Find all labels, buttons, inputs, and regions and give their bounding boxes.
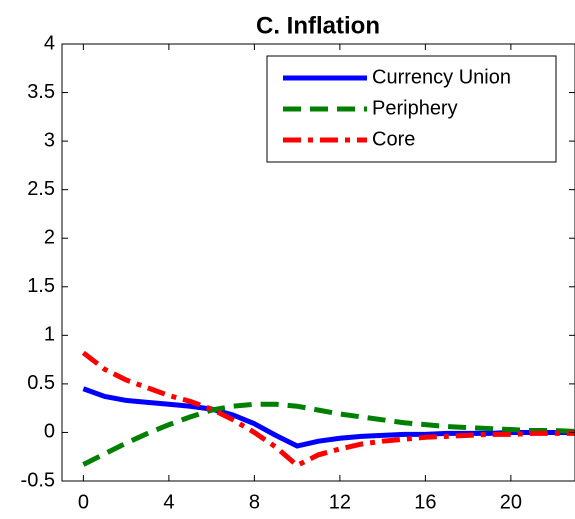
y-tick-label: 3	[44, 129, 55, 151]
x-tick-label: 12	[329, 491, 351, 513]
axes-box	[61, 43, 575, 482]
y-tick-label: 4	[44, 32, 55, 54]
x-tick-label: 0	[78, 491, 89, 513]
y-tick-label: 2	[44, 227, 55, 249]
y-tick-label: 1.5	[27, 275, 55, 297]
y-tick-label: 0.5	[27, 372, 55, 394]
series-line	[82, 401, 575, 467]
y-tick-label: 1	[44, 324, 55, 346]
legend-label: Currency Union	[372, 66, 511, 88]
y-tick-label: 0	[44, 421, 55, 443]
legend-label: Periphery	[372, 97, 458, 119]
legend-label: Core	[372, 128, 415, 150]
y-tick-label: 2.5	[27, 178, 55, 200]
chart-title: C. Inflation	[256, 12, 380, 39]
x-tick-label: 16	[414, 491, 436, 513]
x-tick-label: 8	[249, 491, 260, 513]
x-tick-label: 20	[500, 491, 522, 513]
y-tick-label: -0.5	[21, 469, 55, 491]
y-tick-label: 3.5	[27, 81, 55, 103]
x-tick-label: 4	[163, 491, 174, 513]
series-line	[81, 350, 575, 469]
